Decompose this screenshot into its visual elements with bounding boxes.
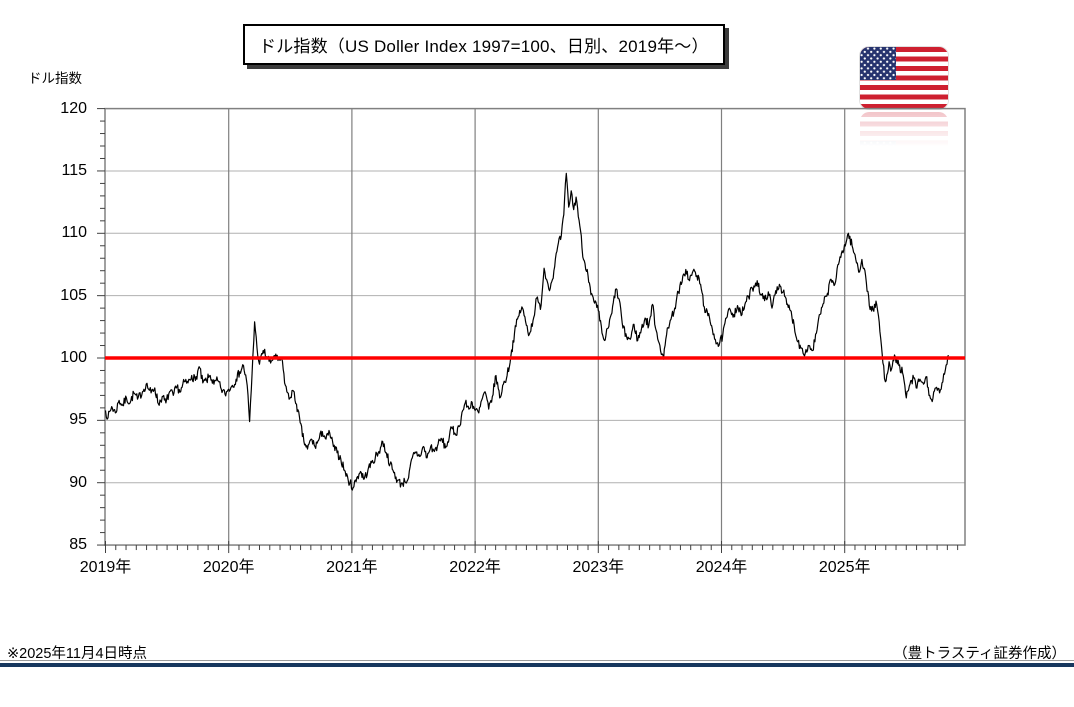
footnote-source: （豊トラスティ証券作成） — [893, 646, 1066, 662]
plot-border — [104, 107, 966, 546]
y-axis-tick-label: 95 — [69, 411, 87, 429]
x-axis-tick-label: 2019年 — [79, 559, 132, 576]
x-axis-tick-label: 2023年 — [572, 559, 625, 576]
x-axis-tick-label: 2022年 — [449, 559, 501, 576]
chart-title-box: ドル指数（US Doller Index 1997=100、日別、2019年～） — [243, 24, 725, 65]
y-axis-tick-label: 90 — [69, 473, 87, 491]
dollar-index-series — [104, 172, 950, 491]
footer-rule-thin — [0, 660, 1074, 661]
footer-rule-navy — [0, 663, 1074, 667]
y-axis-tick-label: 115 — [61, 161, 87, 179]
y-axis-tick-label: 100 — [60, 349, 87, 366]
x-axis-tick-label: 2024年 — [695, 559, 748, 576]
x-axis-tick-label: 2025年 — [818, 559, 871, 576]
y-axis-tick-label: 85 — [69, 536, 87, 554]
footnote-as-of-date: ※2025年11月4日時点 — [7, 646, 148, 662]
x-axis-tick-label: 2020年 — [202, 559, 255, 576]
us-flag-icon — [860, 47, 948, 109]
y-axis-title: ドル指数 — [28, 71, 82, 86]
x-axis-tick-label: 2021年 — [326, 559, 378, 576]
chart-title: ドル指数（US Doller Index 1997=100、日別、2019年～） — [259, 37, 709, 56]
us-flag-canton — [860, 47, 897, 81]
y-axis-tick-label: 120 — [60, 99, 87, 117]
y-axis-tick-label: 105 — [60, 286, 87, 304]
y-axis-tick-label: 110 — [61, 224, 87, 242]
